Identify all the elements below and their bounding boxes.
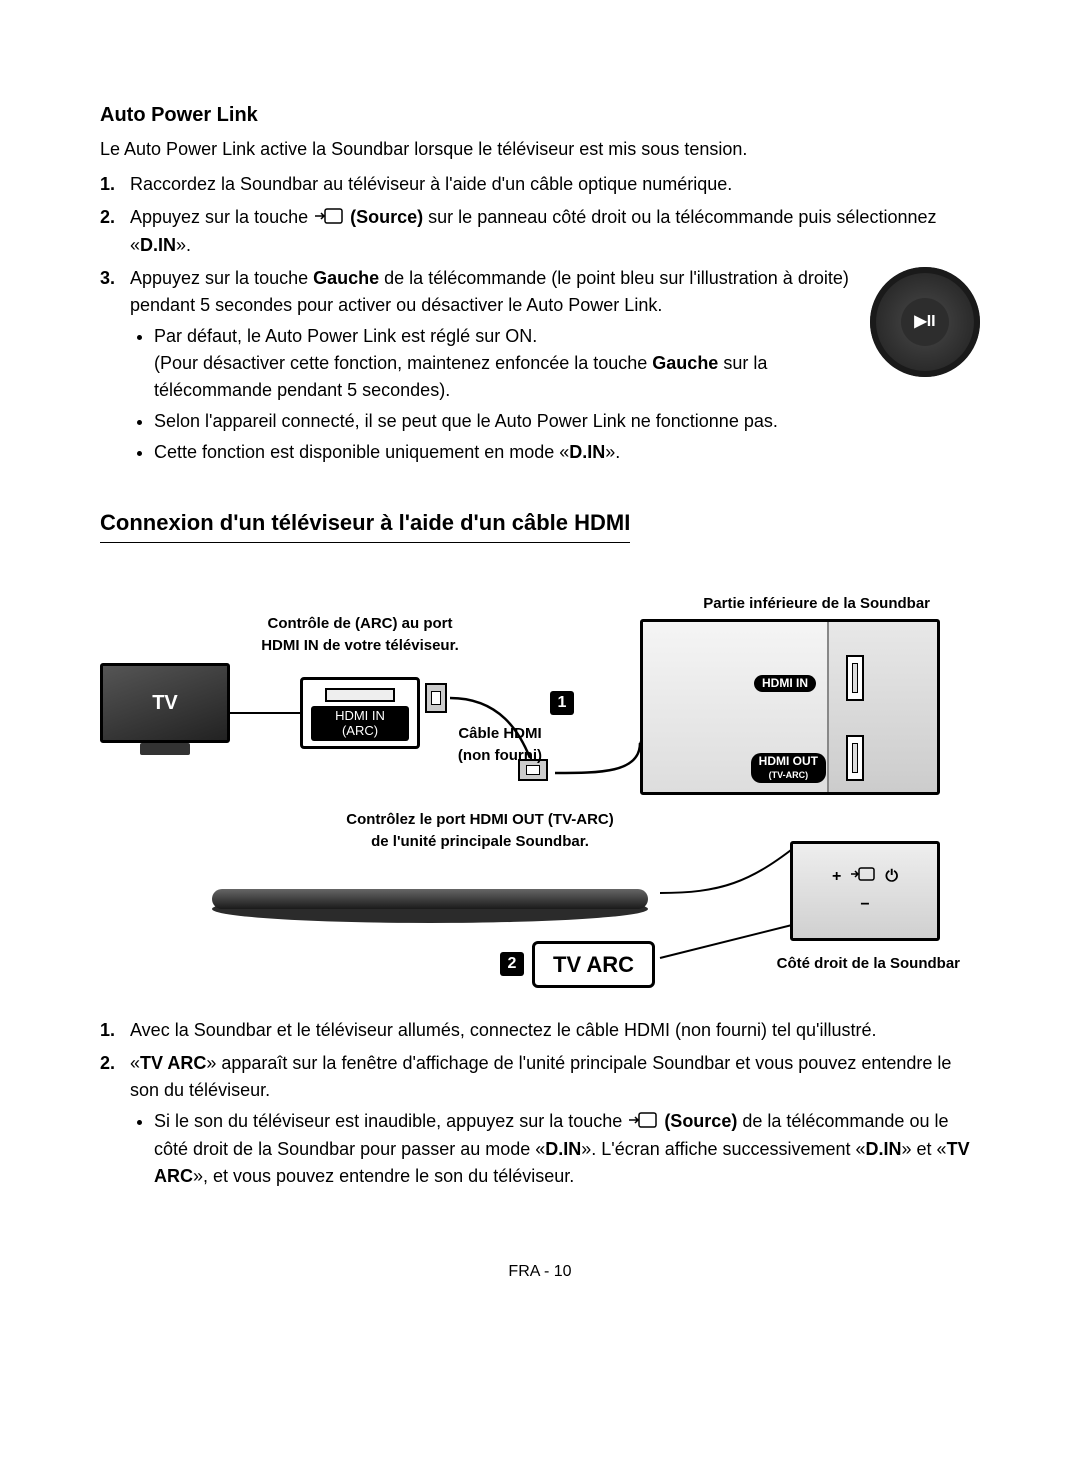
- hdmi-sub-bullet: Si le son du téléviseur est inaudible, a…: [154, 1108, 980, 1190]
- source-icon: [851, 865, 875, 889]
- text-part: de l'unité principale Soundbar.: [371, 833, 589, 850]
- hdmi-step-1: 1. Avec la Soundbar et le téléviseur all…: [124, 1017, 980, 1044]
- hdmi-out-callout: Contrôlez le port HDMI OUT (TV-ARC) de l…: [320, 809, 640, 854]
- text-part: Câble HDMI: [458, 725, 541, 742]
- hdmi-heading: Connexion d'un téléviseur à l'aide d'un …: [100, 506, 630, 543]
- hdmi-port-shape-2: [846, 735, 864, 781]
- text-part: Appuyez sur la touche: [130, 207, 313, 227]
- tvarc-label: TV ARC: [140, 1053, 206, 1073]
- text-part: » et «: [902, 1139, 947, 1159]
- hdmi-in-port-label: HDMI IN: [754, 675, 816, 692]
- step-text: Appuyez sur la touche Gauche de la téléc…: [130, 268, 849, 315]
- list-number: 1.: [100, 1017, 115, 1044]
- list-number: 1.: [100, 171, 115, 198]
- hdmi-slot: [325, 688, 395, 702]
- text-part: ». L'écran affiche successivement «: [581, 1139, 865, 1159]
- step-2-badge: 2: [500, 952, 524, 976]
- minus-icon: −: [860, 893, 869, 917]
- step-text: «TV ARC» apparaît sur la fenêtre d'affic…: [130, 1053, 951, 1100]
- apl-bullets: Par défaut, le Auto Power Link est réglé…: [130, 323, 980, 466]
- tvarc-display: TV ARC: [532, 941, 655, 988]
- list-number: 2.: [100, 1050, 115, 1077]
- text-part: Cette fonction est disponible uniquement…: [154, 442, 569, 462]
- hdmi-connector-1: [425, 683, 447, 713]
- hdmi-step-2: 2. «TV ARC» apparaît sur la fenêtre d'af…: [124, 1050, 980, 1190]
- din-label: D.IN: [545, 1139, 581, 1159]
- hdmi-in-arc-label: HDMI IN (ARC): [311, 706, 409, 741]
- apl-bullet-3: Cette fonction est disponible uniquement…: [154, 439, 980, 466]
- list-number: 3.: [100, 265, 115, 292]
- text-part: Par défaut, le Auto Power Link est réglé…: [154, 326, 537, 346]
- tvarc-display-step: 2 TV ARC: [500, 941, 655, 988]
- power-icon: ⏻: [885, 865, 898, 889]
- hdmi-steps: 1. Avec la Soundbar et le téléviseur all…: [100, 1017, 980, 1190]
- text-part: Contrôle de (ARC) au port: [268, 615, 453, 632]
- apl-bullet-1: Par défaut, le Auto Power Link est réglé…: [154, 323, 980, 404]
- hdmi-sub-bullets: Si le son du téléviseur est inaudible, a…: [130, 1108, 980, 1190]
- text-part: «: [130, 1053, 140, 1073]
- text-part: ».: [176, 235, 191, 255]
- auto-power-link-heading: Auto Power Link: [100, 100, 980, 130]
- apl-step-2: 2. Appuyez sur la touche (Source) sur le…: [124, 204, 980, 259]
- din-label: D.IN: [866, 1139, 902, 1159]
- text-part: ».: [605, 442, 620, 462]
- text-part: », et vous pouvez entendre le son du tél…: [193, 1166, 574, 1186]
- hdmi-diagram: Contrôle de (ARC) au port HDMI IN de vot…: [100, 583, 960, 993]
- hdmi-port-shape-1: [846, 655, 864, 701]
- apl-step-3: 3. ▶II Appuyez sur la touche Gauche de l…: [124, 265, 980, 470]
- gauche-label: Gauche: [313, 268, 379, 288]
- tv-screen: TV: [100, 663, 230, 743]
- text-part: Contrôlez le port HDMI OUT (TV-ARC): [346, 811, 613, 828]
- step-text: Avec la Soundbar et le téléviseur allumé…: [130, 1020, 876, 1040]
- text-part: (ARC): [342, 723, 378, 738]
- apl-steps: 1. Raccordez la Soundbar au téléviseur à…: [100, 171, 980, 470]
- text-part: Si le son du téléviseur est inaudible, a…: [154, 1111, 627, 1131]
- apl-bullet-2: Selon l'appareil connecté, il se peut qu…: [154, 408, 980, 435]
- source-label: (Source): [350, 207, 423, 227]
- gauche-label: Gauche: [652, 353, 718, 373]
- soundbar-illustration: [210, 879, 650, 929]
- step-text: Appuyez sur la touche (Source) sur le pa…: [130, 207, 937, 255]
- text-part: Appuyez sur la touche: [130, 268, 313, 288]
- soundbar-bottom-label: Partie inférieure de la Soundbar: [703, 593, 930, 616]
- step-text: Raccordez la Soundbar au téléviseur à l'…: [130, 174, 732, 194]
- tv-hdmi-port: HDMI IN (ARC): [300, 677, 420, 749]
- list-number: 2.: [100, 204, 115, 231]
- text-part: HDMI IN de votre téléviseur.: [261, 637, 459, 654]
- soundbar-right-view: + ⏻ −: [790, 841, 940, 941]
- source-icon: [315, 205, 343, 232]
- text-part: HDMI IN: [335, 708, 385, 723]
- cable-label: Câble HDMI (non fourni): [440, 723, 560, 768]
- apl-intro: Le Auto Power Link active la Soundbar lo…: [100, 136, 980, 163]
- remote-illustration: ▶II: [870, 267, 980, 377]
- step-1-badge: 1: [550, 691, 574, 715]
- din-label: D.IN: [569, 442, 605, 462]
- hdmi-out-port-label: HDMI OUT (TV-ARC): [751, 753, 826, 783]
- play-pause-icon: ▶II: [901, 298, 949, 346]
- text-part: HDMI OUT: [759, 754, 818, 768]
- source-icon: [629, 1109, 657, 1136]
- soundbar-right-label: Côté droit de la Soundbar: [777, 953, 960, 976]
- text-part: (non fourni): [458, 747, 542, 764]
- arc-port-label: Contrôle de (ARC) au port HDMI IN de vot…: [240, 613, 480, 658]
- right-panel-row-2: −: [860, 893, 869, 917]
- source-label: (Source): [664, 1111, 737, 1131]
- text-part: (TV-ARC): [769, 770, 809, 780]
- plus-icon: +: [832, 865, 841, 889]
- text-part: (Pour désactiver cette fonction, mainten…: [154, 353, 652, 373]
- tv-stand: [140, 743, 190, 755]
- din-label: D.IN: [140, 235, 176, 255]
- right-panel-row-1: + ⏻: [832, 865, 898, 889]
- apl-step-1: 1. Raccordez la Soundbar au téléviseur à…: [124, 171, 980, 198]
- tv-illustration: TV: [100, 663, 230, 763]
- page-footer: FRA - 10: [100, 1260, 980, 1284]
- text-part: » apparaît sur la fenêtre d'affichage de…: [130, 1053, 951, 1100]
